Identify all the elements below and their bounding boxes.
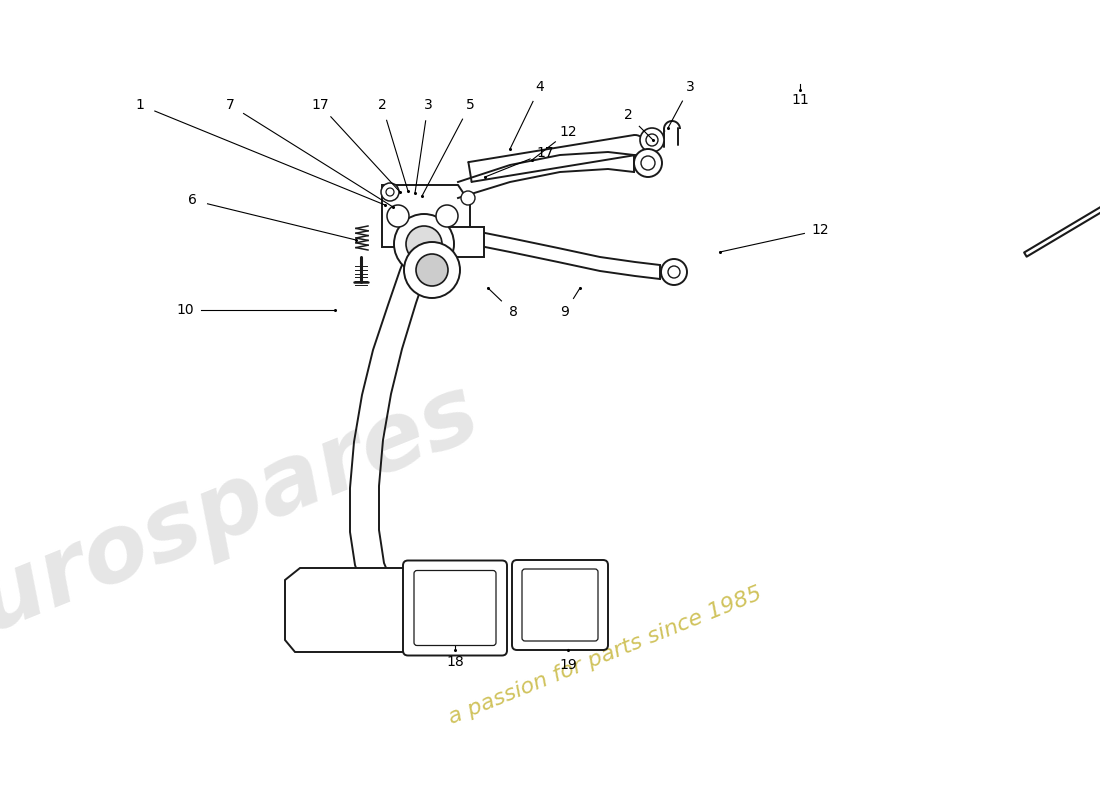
Text: 10: 10: [176, 303, 194, 317]
Text: a passion for parts since 1985: a passion for parts since 1985: [446, 584, 764, 728]
Text: 8: 8: [508, 305, 517, 319]
Circle shape: [668, 266, 680, 278]
FancyArrowPatch shape: [1024, 184, 1100, 257]
Text: 2: 2: [377, 98, 386, 112]
Text: 9: 9: [561, 305, 570, 319]
Text: 5: 5: [465, 98, 474, 112]
Text: 3: 3: [685, 80, 694, 94]
Text: 6: 6: [188, 193, 197, 207]
Circle shape: [641, 156, 654, 170]
Circle shape: [640, 128, 664, 152]
Circle shape: [387, 205, 409, 227]
Circle shape: [394, 214, 454, 274]
Text: 19: 19: [559, 658, 576, 672]
Polygon shape: [382, 185, 470, 247]
Text: 12: 12: [559, 125, 576, 139]
Circle shape: [404, 242, 460, 298]
Text: eurospares: eurospares: [0, 366, 492, 674]
Polygon shape: [285, 568, 420, 652]
Text: 3: 3: [424, 98, 432, 112]
Text: 11: 11: [791, 93, 808, 107]
Text: 17: 17: [311, 98, 329, 112]
Text: 17: 17: [536, 146, 553, 160]
Text: 7: 7: [226, 98, 234, 112]
Circle shape: [381, 183, 399, 201]
FancyBboxPatch shape: [522, 569, 598, 641]
FancyBboxPatch shape: [403, 561, 507, 655]
Circle shape: [416, 254, 448, 286]
FancyBboxPatch shape: [414, 570, 496, 646]
Circle shape: [436, 205, 458, 227]
Circle shape: [634, 149, 662, 177]
Circle shape: [406, 226, 442, 262]
FancyBboxPatch shape: [512, 560, 608, 650]
Text: 12: 12: [811, 223, 828, 237]
Text: 2: 2: [624, 108, 632, 122]
Text: 1: 1: [135, 98, 144, 112]
FancyBboxPatch shape: [448, 227, 484, 257]
Text: 18: 18: [447, 655, 464, 669]
Circle shape: [386, 188, 394, 196]
Circle shape: [461, 191, 475, 205]
Circle shape: [661, 259, 688, 285]
Text: 4: 4: [536, 80, 544, 94]
Circle shape: [646, 134, 658, 146]
